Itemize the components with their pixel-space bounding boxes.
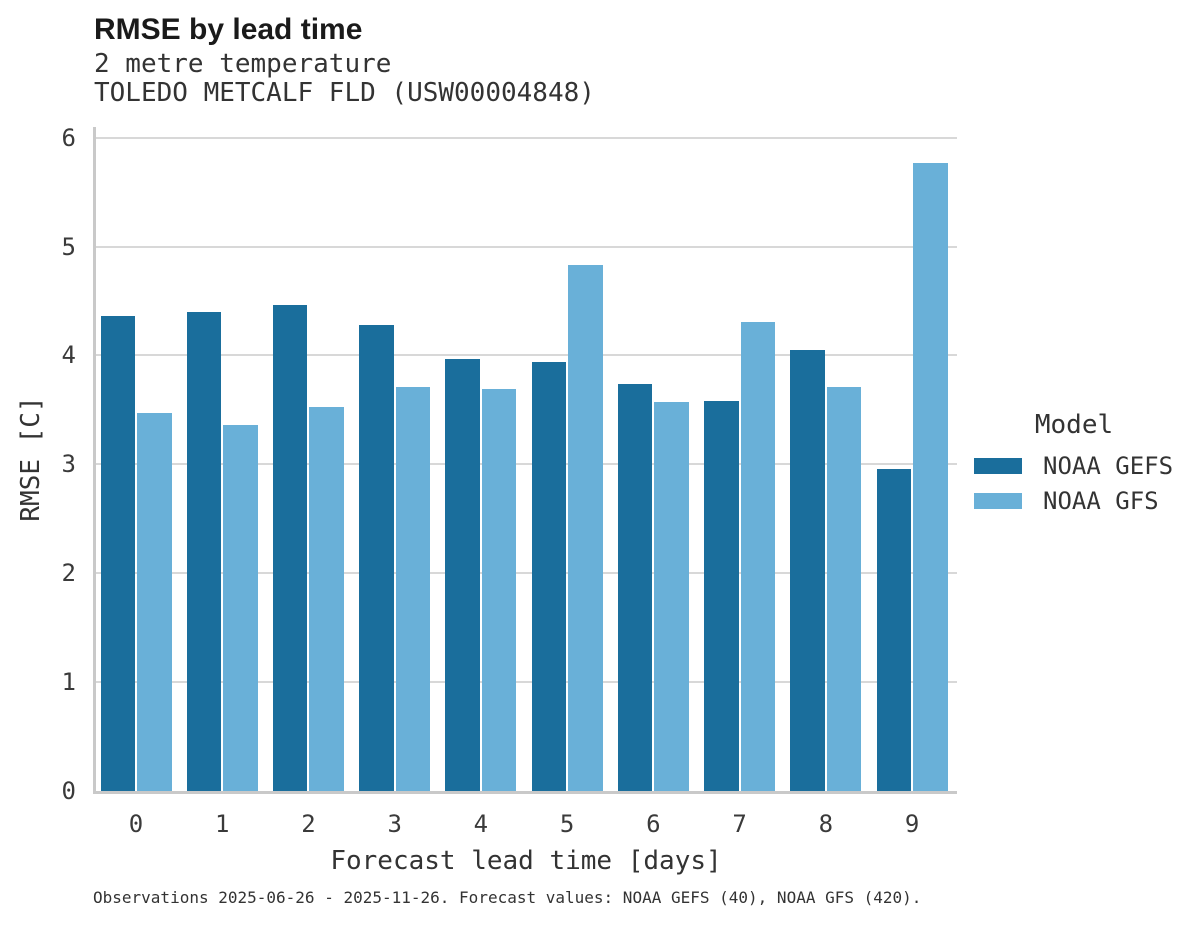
x-axis-title: Forecast lead time [days] (330, 846, 722, 876)
x-tick-label-2: 2 (301, 810, 316, 838)
bar-noaa-gfs-lead-3 (395, 386, 431, 791)
x-tick-label-1: 1 (214, 810, 230, 838)
bar-noaa-gefs-lead-1 (186, 311, 222, 791)
bar-noaa-gfs-lead-5 (568, 265, 603, 791)
chart-title: RMSE by lead time (94, 13, 363, 46)
legend-swatch-noaa-gefs (974, 458, 1022, 474)
legend-title: Model (1034, 410, 1114, 440)
gridline-y6 (96, 136, 957, 139)
x-tick-label-3: 3 (387, 810, 402, 838)
gridline-y1 (96, 681, 957, 684)
x-tick-label-7: 7 (732, 810, 747, 838)
gridline-y3 (96, 463, 957, 466)
y-tick-label-6: 6 (61, 123, 76, 152)
x-axis-line (93, 791, 957, 794)
bar-noaa-gfs-lead-2 (309, 406, 344, 791)
bar-noaa-gefs-lead-7 (704, 401, 739, 791)
legend-label-noaa-gefs: NOAA GEFS (1043, 452, 1174, 480)
bar-noaa-gfs-lead-9 (913, 162, 948, 791)
bar-noaa-gefs-lead-4 (445, 358, 480, 791)
legend-label-noaa-gfs: NOAA GFS (1043, 487, 1159, 515)
chart-subtitle: 2 metre temperature (94, 49, 392, 79)
bar-noaa-gfs-lead-1 (223, 425, 258, 791)
y-tick-label-5: 5 (61, 232, 76, 261)
gridline-y2 (96, 572, 957, 575)
gridline-y5 (96, 245, 957, 248)
x-tick-label-9: 9 (904, 810, 920, 838)
y-tick-label-3: 3 (61, 450, 76, 479)
bar-noaa-gefs-lead-0 (100, 316, 135, 791)
station-name: TOLEDO METCALF FLD (USW00004848) (94, 78, 595, 108)
bar-noaa-gefs-lead-6 (617, 383, 653, 791)
y-tick-labels: 0 1 2 3 4 5 6 (0, 0, 76, 928)
bar-noaa-gfs-lead-7 (740, 321, 776, 791)
bar-noaa-gfs-lead-0 (137, 413, 172, 791)
plot-area (96, 128, 957, 791)
bar-noaa-gefs-lead-9 (876, 468, 912, 791)
bar-noaa-gefs-lead-2 (272, 305, 308, 791)
x-tick-label-8: 8 (818, 810, 834, 838)
y-tick-label-4: 4 (61, 341, 76, 370)
x-tick-label-4: 4 (473, 810, 489, 838)
chart-subtitle-block: 2 metre temperature TOLEDO METCALF FLD (… (94, 50, 595, 108)
bar-noaa-gefs-lead-5 (531, 361, 567, 791)
bar-noaa-gfs-lead-8 (826, 386, 862, 791)
legend-swatch-noaa-gfs (974, 493, 1022, 509)
y-tick-label-2: 2 (61, 559, 76, 588)
y-axis-line (93, 127, 96, 794)
x-tick-label-6: 6 (646, 810, 661, 838)
gridline-y4 (96, 354, 957, 357)
footer-caption: Observations 2025-06-26 - 2025-11-26. Fo… (93, 888, 922, 907)
bar-noaa-gefs-lead-3 (359, 324, 394, 791)
y-tick-label-0: 0 (61, 777, 76, 805)
x-tick-label-0: 0 (128, 810, 144, 838)
x-tick-label-5: 5 (559, 810, 575, 838)
bar-noaa-gefs-lead-8 (790, 349, 825, 791)
bar-noaa-gfs-lead-4 (481, 389, 517, 791)
bar-noaa-gfs-lead-6 (654, 402, 689, 791)
y-tick-label-1: 1 (61, 668, 76, 697)
